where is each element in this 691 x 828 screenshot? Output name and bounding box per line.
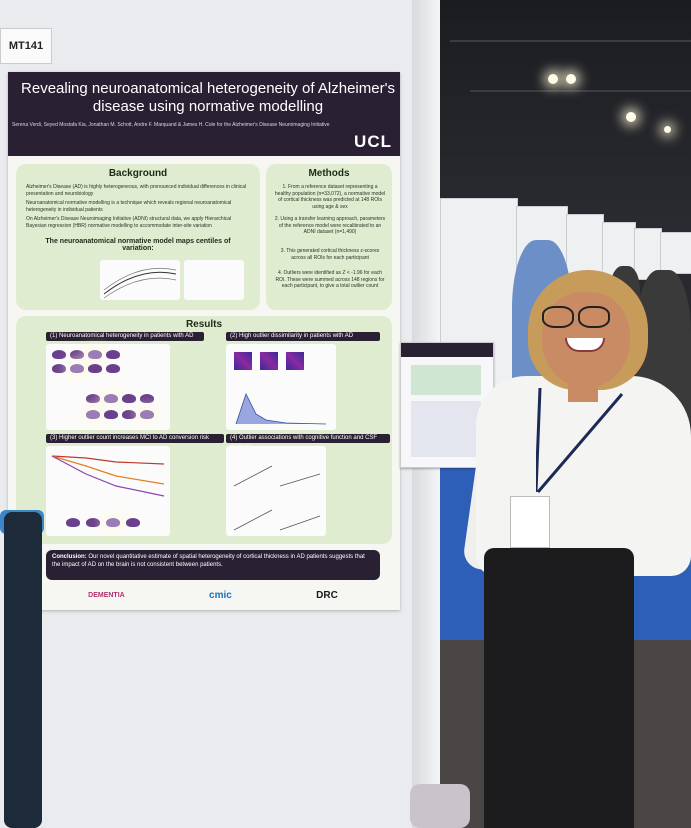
ucl-logo: UCL bbox=[354, 132, 392, 151]
conclusion-box: Conclusion: Our novel quantitative estim… bbox=[46, 550, 380, 580]
brain-map bbox=[104, 394, 118, 403]
poster-header: Revealing neuroanatomical heterogeneity … bbox=[8, 72, 400, 156]
brain-map bbox=[66, 518, 80, 527]
flyer-header bbox=[401, 343, 493, 357]
flyer-panel bbox=[411, 365, 481, 395]
results-heading: Results bbox=[185, 319, 223, 330]
scatter-plots bbox=[233, 465, 321, 531]
floor-bag bbox=[410, 784, 470, 828]
board-number: MT141 bbox=[0, 28, 52, 64]
glasses-lens bbox=[578, 306, 610, 328]
partner-logo: DRC bbox=[316, 589, 338, 601]
heterogeneity-figure bbox=[46, 344, 170, 430]
ceiling-light bbox=[626, 112, 636, 122]
results-section-title: (4) Outlier associations with cognitive … bbox=[226, 434, 390, 450]
brain-map bbox=[88, 350, 102, 359]
person-jeans bbox=[484, 548, 634, 828]
brain-map bbox=[52, 364, 66, 373]
brain-map bbox=[126, 518, 140, 527]
partner-logo: cmic bbox=[209, 589, 232, 601]
methods-step: 2. Using a transfer learning approach, p… bbox=[274, 216, 386, 235]
conclusion-body: Our novel quantitative estimate of spati… bbox=[52, 554, 365, 568]
heatmap-tile bbox=[260, 352, 278, 370]
brain-map bbox=[52, 350, 66, 359]
partner-logo: DEMENTIA bbox=[88, 591, 125, 599]
methods-heading: Methods bbox=[308, 168, 350, 179]
name-badge bbox=[510, 496, 550, 548]
results-section-title: (3) Higher outlier count increases MCI t… bbox=[46, 434, 224, 443]
brain-map bbox=[86, 394, 100, 403]
brain-map bbox=[140, 410, 154, 419]
ceiling-light bbox=[548, 74, 558, 84]
partner-logos: DEMENTIA cmic DRC bbox=[46, 584, 380, 606]
survival-curves bbox=[51, 455, 165, 497]
poster-tube bbox=[4, 512, 42, 828]
poster: Revealing neuroanatomical heterogeneity … bbox=[8, 72, 400, 610]
ceiling-light bbox=[566, 74, 576, 84]
results-section-title: (2) High outlier dissimilarity in patien… bbox=[226, 332, 380, 341]
brain-map bbox=[86, 518, 100, 527]
brain-map bbox=[70, 350, 84, 359]
brain-map bbox=[122, 410, 136, 419]
conversion-figure bbox=[46, 446, 170, 536]
brain-map bbox=[140, 394, 154, 403]
methods-panel: Methods 1. From a reference dataset repr… bbox=[266, 164, 392, 310]
ceiling-truss bbox=[450, 40, 691, 42]
poster-title: Revealing neuroanatomical heterogeneity … bbox=[21, 80, 395, 115]
conclusion-label: Conclusion: bbox=[52, 554, 87, 560]
glasses-icon bbox=[540, 306, 612, 328]
brain-map bbox=[106, 350, 120, 359]
dissimilarity-figure bbox=[226, 344, 336, 430]
background-subheading: The neuroanatomical normative model maps… bbox=[45, 238, 231, 252]
background-panel: Background Alzheimer's Disease (AD) is h… bbox=[16, 164, 260, 310]
regional-figure bbox=[184, 260, 244, 300]
ceiling-light bbox=[664, 126, 671, 133]
heatmap-tile bbox=[286, 352, 304, 370]
brain-map bbox=[106, 364, 120, 373]
flyer-sheet bbox=[400, 342, 494, 468]
histogram-plot bbox=[235, 392, 327, 425]
conclusion-text: Conclusion: Our novel quantitative estim… bbox=[52, 554, 374, 569]
glasses-lens bbox=[542, 306, 574, 328]
heatmap-tile bbox=[234, 352, 252, 370]
brain-map bbox=[86, 410, 100, 419]
poster-authors: Serena Verdi, Seyed Mostafa Kia, Jonatha… bbox=[12, 122, 330, 128]
brain-map bbox=[104, 410, 118, 419]
centile-figure bbox=[100, 260, 180, 300]
results-panel: Results (1) Neuroanatomical heterogeneit… bbox=[16, 316, 392, 544]
centile-curves bbox=[103, 267, 177, 299]
methods-step: 4. Outliers were identified as Z < -1.96… bbox=[275, 270, 385, 289]
brain-map bbox=[122, 394, 136, 403]
background-bullet: Neuroanatomical normative modelling is a… bbox=[26, 200, 232, 213]
methods-step: 3. This generated cortical thickness z-s… bbox=[280, 248, 380, 261]
brain-map bbox=[106, 518, 120, 527]
brain-map bbox=[70, 364, 84, 373]
association-figure bbox=[226, 446, 326, 536]
background-poster-board bbox=[660, 232, 691, 274]
ceiling-truss bbox=[470, 90, 691, 92]
results-section-title: (1) Neuroanatomical heterogeneity in pat… bbox=[46, 332, 204, 341]
lanyard bbox=[536, 388, 624, 493]
flyer-panel bbox=[411, 401, 481, 457]
background-bullet: Alzheimer's Disease (AD) is highly heter… bbox=[26, 184, 247, 197]
background-bullet: On Alzheimer's Disease Neuroimaging Init… bbox=[26, 216, 232, 229]
background-heading: Background bbox=[108, 168, 168, 179]
brain-map bbox=[88, 364, 102, 373]
methods-step: 1. From a reference dataset representing… bbox=[274, 184, 386, 210]
